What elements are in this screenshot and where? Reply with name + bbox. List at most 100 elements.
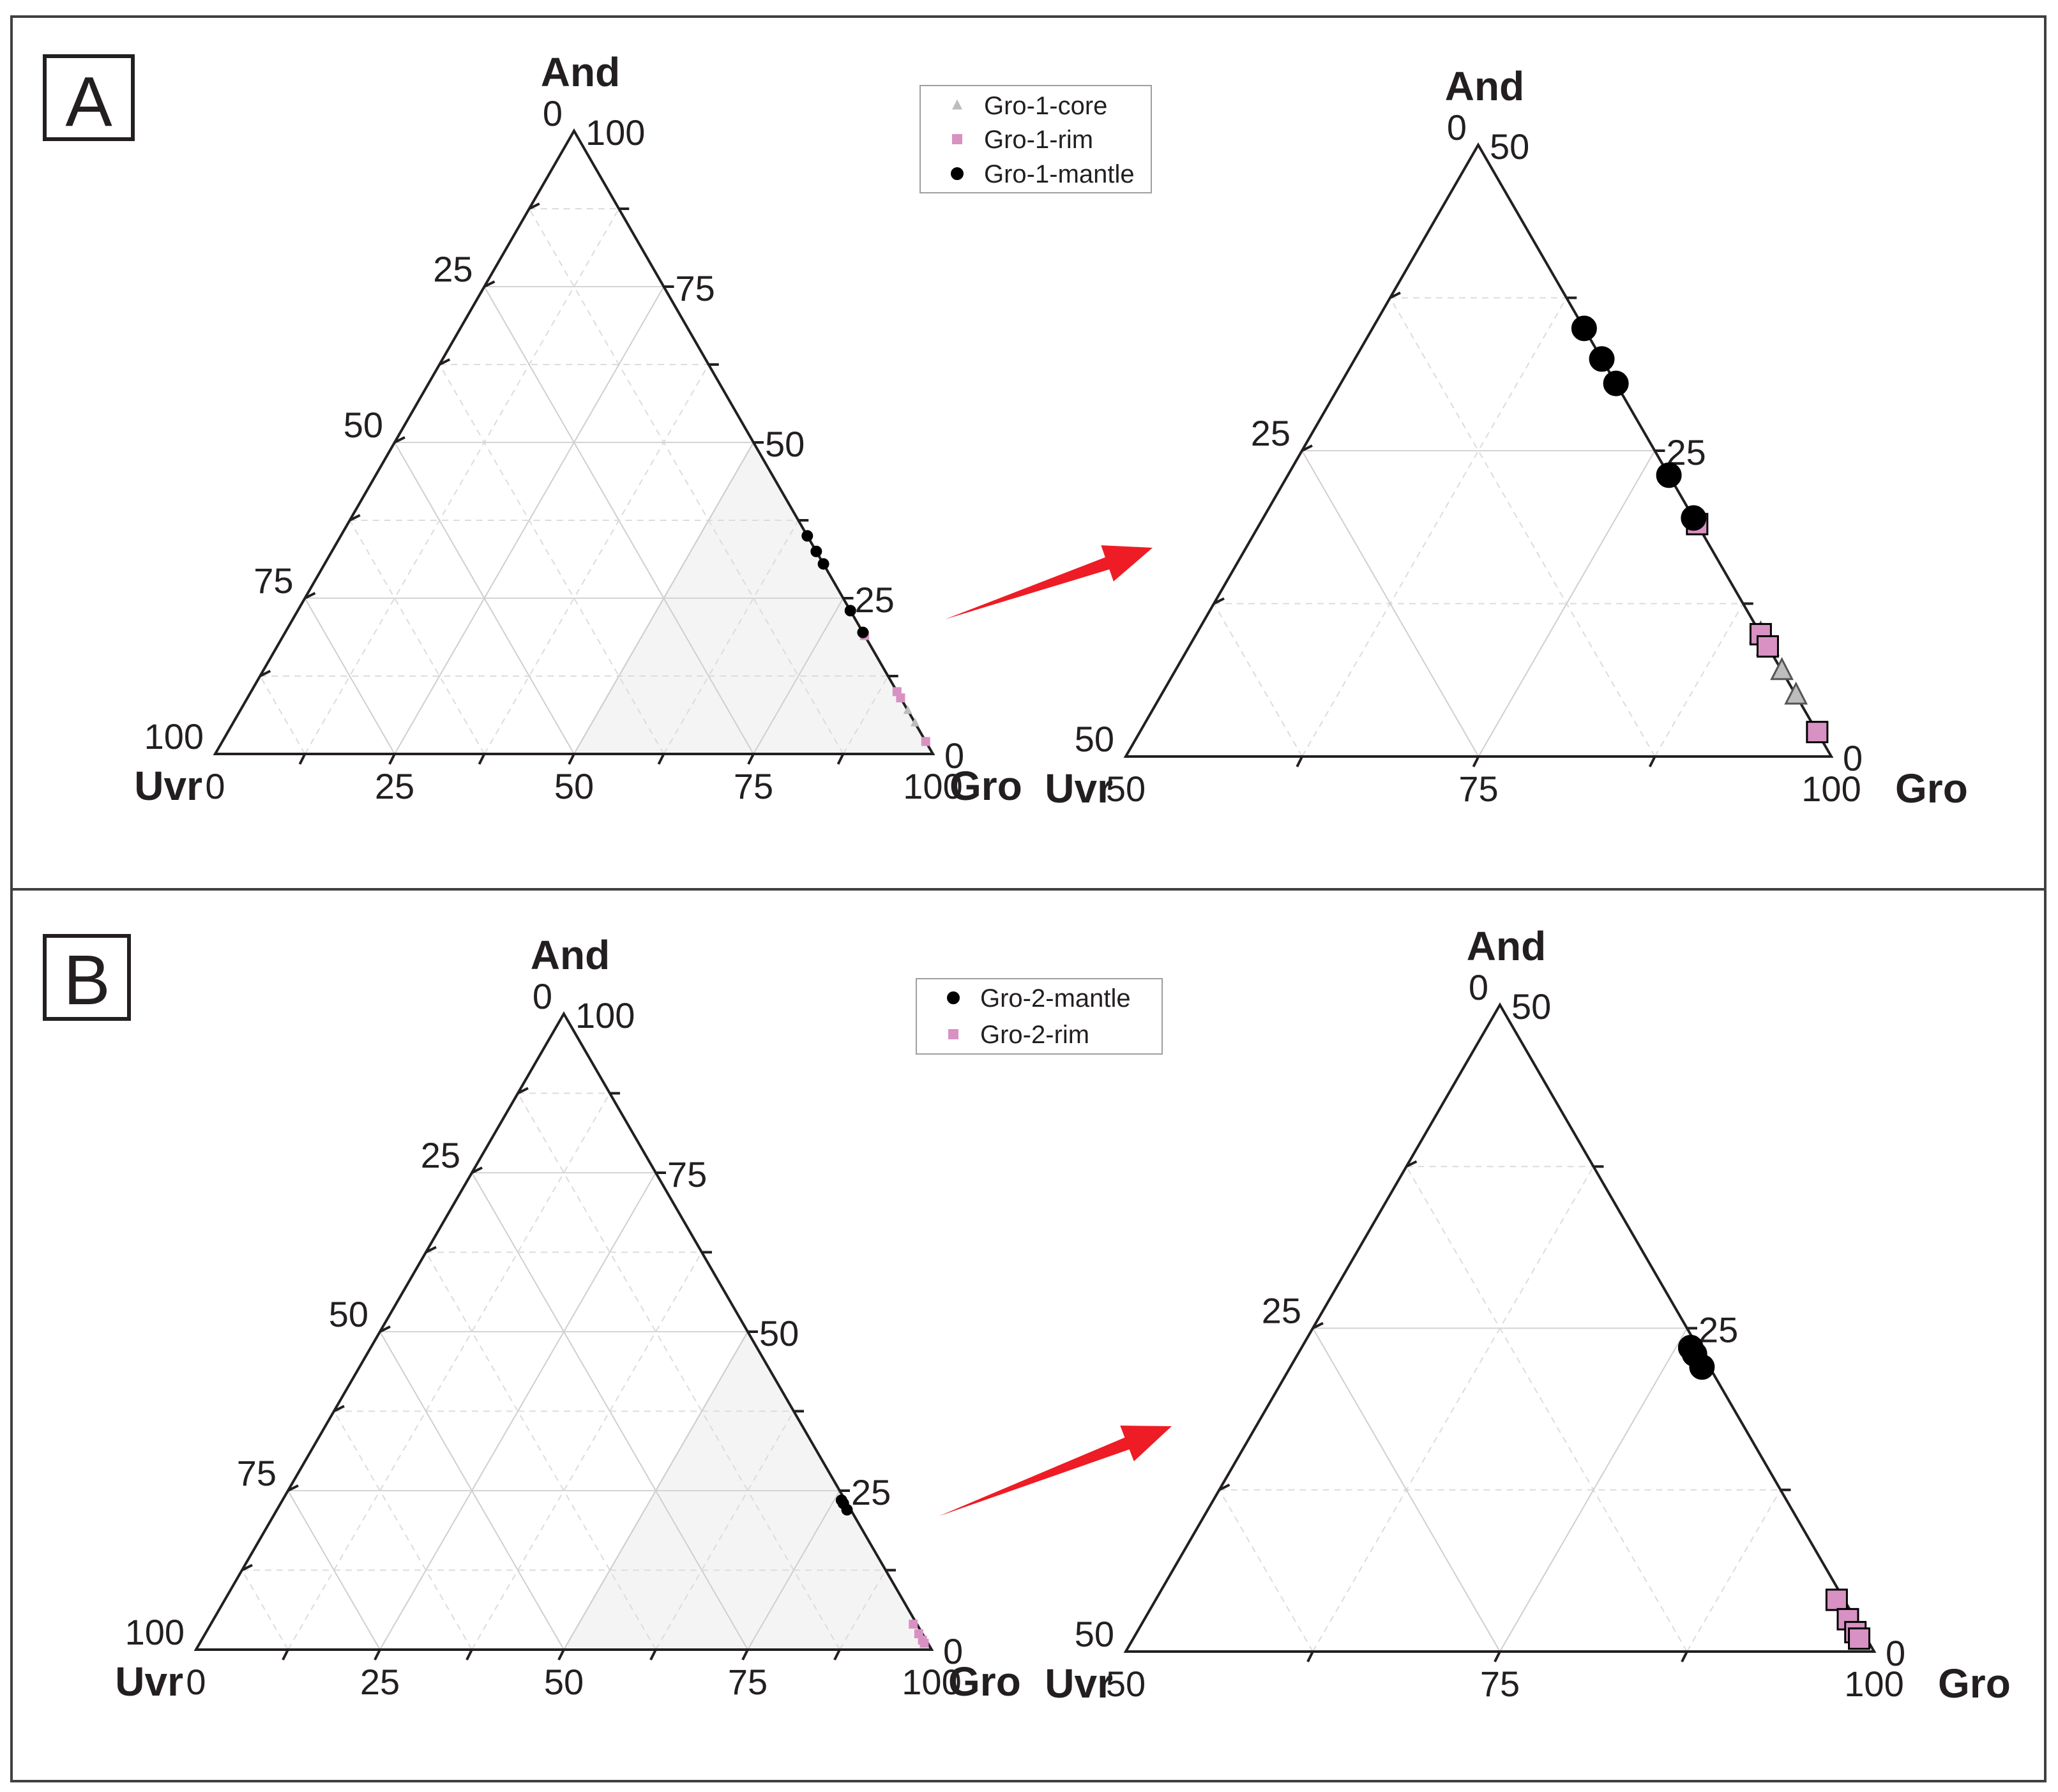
vertex-label-top: And	[1467, 923, 1546, 969]
bottom-tick	[1306, 1651, 1314, 1662]
left-tick	[1405, 1160, 1418, 1168]
left-tick-label: 0	[543, 93, 563, 133]
legend-marker	[951, 167, 964, 180]
left-tick-label: 0	[1469, 967, 1488, 1007]
bottom-tick	[741, 1649, 749, 1660]
right-tick-label: 75	[667, 1154, 707, 1194]
grid-line	[304, 208, 620, 755]
gro-1-mantle-point	[1603, 370, 1629, 396]
left-tick	[528, 202, 540, 210]
grid-line	[287, 1092, 610, 1650]
left-tick-label: 50	[344, 405, 383, 445]
bottom-tick-label: 50	[1106, 769, 1146, 809]
right-tick-label: 0	[1886, 1633, 1905, 1673]
grid-line	[573, 442, 754, 755]
grid-line	[379, 1331, 564, 1650]
grid-line	[1301, 450, 1479, 757]
right-tick-label: 0	[944, 735, 964, 776]
bottom-tick	[657, 753, 665, 765]
vertex-label-top: And	[1445, 63, 1524, 109]
bottom-tick-label: 100	[1844, 1664, 1903, 1704]
bottom-tick	[388, 753, 396, 765]
panel-letter: A	[65, 63, 112, 141]
bottom-tick-label: 25	[360, 1662, 400, 1702]
gro-1-rim-point	[896, 693, 905, 703]
gro-1-core-point	[910, 718, 919, 727]
grid-line	[1218, 1489, 1313, 1652]
grid-line	[1686, 1489, 1782, 1652]
bottom-tick	[1494, 1651, 1501, 1662]
gro-2-mantle-point	[1689, 1354, 1715, 1380]
right-tick-label: 50	[765, 424, 805, 464]
right-tick-label: 50	[1511, 986, 1551, 1027]
left-tick	[1213, 597, 1225, 605]
left-tick-label: 0	[1447, 107, 1467, 147]
bottom-tick-label: 75	[734, 766, 773, 806]
left-tick-label: 50	[1075, 1614, 1114, 1654]
left-tick	[287, 1484, 299, 1492]
right-tick-label: 0	[1843, 738, 1863, 778]
left-tick	[304, 592, 316, 599]
right-tick-label: 0	[943, 1631, 963, 1671]
left-tick	[439, 358, 451, 366]
grid-line	[471, 1251, 702, 1650]
bottom-tick-label: 75	[728, 1662, 768, 1702]
left-tick-label: 75	[237, 1453, 276, 1493]
left-tick	[349, 514, 361, 522]
left-tick-label: 50	[1075, 719, 1114, 759]
gro-1-core-point	[1770, 657, 1794, 681]
right-tick-label: 100	[586, 112, 645, 153]
vertex-label-top: And	[541, 49, 620, 95]
gro-2-rim-point	[1848, 1627, 1871, 1650]
gro-1-mantle-point	[1656, 462, 1682, 488]
left-tick	[1312, 1321, 1324, 1330]
data-points	[801, 530, 930, 746]
grid-line	[563, 1331, 748, 1650]
grid-line	[1405, 1166, 1688, 1652]
bottom-tick	[465, 1649, 473, 1660]
panel-letter: B	[63, 941, 110, 1020]
gro-2-rim-point	[919, 1639, 929, 1648]
bottom-tick-label: 75	[1480, 1664, 1520, 1704]
left-tick-label: 25	[1262, 1291, 1301, 1331]
full-ternary-plot: 0 25 50 75 100 100 75 50 25 0 0 25 50 75 100 And Uvr Gro	[115, 932, 1021, 1705]
bottom-tick-label: 50	[1106, 1664, 1146, 1704]
legend-marker	[947, 991, 960, 1004]
left-tick	[425, 1246, 437, 1254]
vertex-label-left: Uvr	[115, 1659, 183, 1705]
panel-letter-box	[43, 54, 135, 141]
zoom-ternary-plot: 0 25 50 50 25 0 50 75 100 And Uvr Gro	[1045, 923, 2011, 1706]
bottom-tick	[1681, 1651, 1688, 1662]
gro-2-rim-point	[909, 1620, 918, 1629]
legend-entry: Gro-1-mantle	[984, 160, 1135, 188]
gro-1-mantle-point	[1589, 346, 1615, 372]
gro-1-core-point	[1784, 681, 1808, 705]
bottom-tick	[649, 1649, 657, 1660]
gro-1-core-point	[903, 705, 912, 714]
right-tick-label: 50	[1490, 126, 1529, 167]
grid-line	[394, 442, 575, 755]
left-tick-label: 100	[144, 716, 204, 757]
left-tick-label: 25	[421, 1135, 460, 1175]
left-tick	[394, 436, 405, 444]
full-ternary-plot: 0 25 50 75 100 100 75 50 25 0 0 25 50 75 100 And Uvr Gro	[134, 49, 1022, 809]
legend-marker	[952, 134, 962, 144]
legend-entry: Gro-1-core	[984, 92, 1107, 120]
bottom-tick-label: 100	[1801, 769, 1861, 809]
legend: Gro-1-core Gro-1-rim Gro-1-mantle	[919, 85, 1152, 193]
grid-line	[1389, 297, 1656, 757]
vertex-label-right: Gro	[950, 763, 1022, 809]
left-tick	[471, 1166, 483, 1174]
left-tick	[1301, 444, 1313, 452]
panel-a: A 0 25 50 75 100 100 75 50 25 0 0 25 50 75 100 And Uvr Gro…	[43, 49, 1968, 811]
gro-1-rim-point	[1756, 635, 1779, 658]
left-tick-label: 0	[533, 976, 552, 1016]
vertex-label-right: Gro	[948, 1659, 1021, 1705]
figure-frame	[10, 15, 2047, 1782]
right-tick-label: 25	[851, 1472, 891, 1512]
left-tick	[483, 280, 496, 288]
gro-1-rim-point	[1806, 721, 1829, 744]
legend-marker	[952, 99, 962, 110]
